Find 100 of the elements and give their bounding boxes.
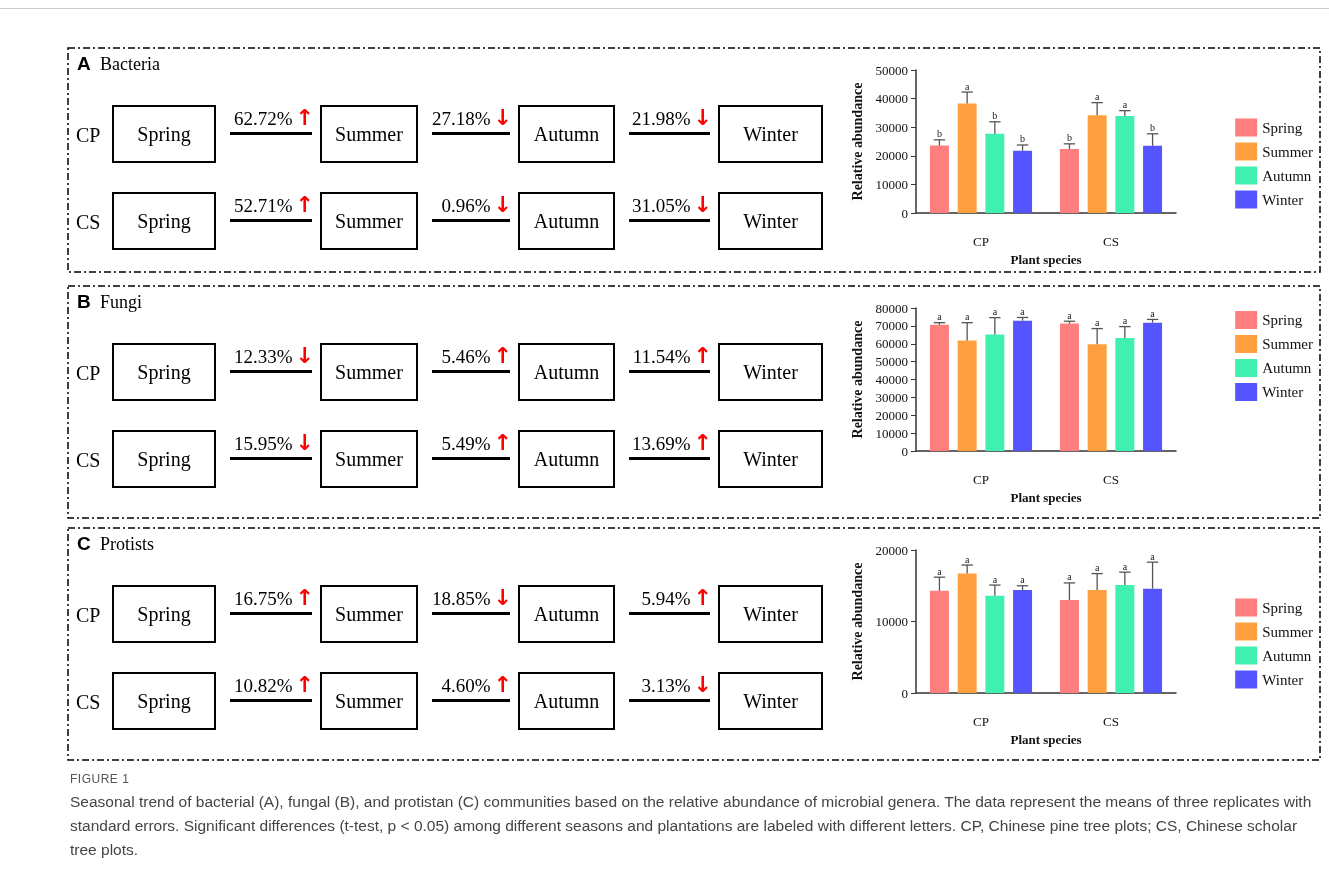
y-tick-label: 30000 — [875, 389, 908, 405]
y-tick-label: 0 — [901, 205, 908, 221]
text: CP — [76, 604, 101, 627]
data-label: a — [964, 553, 970, 565]
text: C — [77, 533, 91, 555]
x-axis-title: Plant species — [1010, 252, 1082, 267]
bar — [957, 103, 977, 214]
y-tick-label: 20000 — [875, 407, 908, 423]
data-label: 3.13%↓ — [640, 672, 712, 697]
data-label: a — [1094, 317, 1100, 329]
box: Spring — [112, 585, 216, 643]
data-label: a — [1122, 560, 1128, 572]
data-label: 10.82%↑ — [233, 672, 314, 697]
bar — [1059, 148, 1079, 214]
box: Winter — [718, 430, 823, 488]
bar — [1143, 588, 1163, 694]
bar — [1115, 338, 1135, 452]
data-label: a — [937, 565, 943, 577]
data-label: a — [992, 306, 998, 318]
data-label: 4.60%↑ — [440, 672, 512, 697]
text: CS — [76, 449, 101, 472]
box: Autumn — [518, 105, 615, 163]
y-axis-title: Relative abundance — [849, 82, 865, 201]
text: CS — [76, 691, 101, 714]
data-label: b — [936, 128, 942, 140]
data-label: b — [1020, 133, 1026, 145]
data-label: a — [964, 311, 970, 323]
bar — [1013, 150, 1033, 214]
bar — [985, 334, 1005, 452]
legend-label: Winter — [1262, 384, 1304, 400]
bar — [1115, 116, 1135, 214]
box: Autumn — [518, 672, 615, 730]
data-label: a — [1122, 99, 1128, 111]
legend-label: Spring — [1262, 599, 1303, 616]
legend-label: Spring — [1262, 119, 1303, 136]
box: Autumn — [518, 430, 615, 488]
text: CS — [76, 211, 101, 234]
data-label: 0.96%↓ — [440, 192, 512, 217]
bar — [985, 133, 1005, 214]
legend-label: Summer — [1262, 336, 1314, 352]
data-label: b — [1066, 132, 1072, 144]
data-label: a — [1020, 305, 1026, 317]
bar — [1013, 320, 1033, 452]
text: FIGURE 1 — [70, 772, 131, 786]
y-tick-label: 30000 — [875, 119, 908, 135]
bar — [1059, 323, 1079, 452]
box: Autumn — [518, 192, 615, 250]
y-tick-label: 70000 — [875, 318, 908, 334]
box: Winter — [718, 105, 823, 163]
bar — [1059, 600, 1079, 694]
data-label: 5.49%↑ — [440, 430, 512, 455]
legend-label: Winter — [1262, 191, 1304, 208]
legend-label: Summer — [1262, 623, 1314, 640]
data-label: a — [1067, 309, 1073, 321]
text: CP — [76, 124, 101, 147]
bar — [1115, 585, 1135, 694]
legend-label: Autumn — [1262, 647, 1312, 664]
y-tick-label: 40000 — [875, 91, 908, 107]
box: Winter — [718, 585, 823, 643]
data-label: 11.54%↑ — [631, 343, 712, 368]
bar — [1143, 145, 1163, 214]
data-label: a — [1067, 571, 1073, 583]
y-tick-label: 10000 — [875, 614, 908, 630]
text: CP — [76, 362, 101, 385]
text: Seasonal trend of bacterial (A), fungal (B), and protistan (C) communities based on the relative abundance of microbial genera. The data represent the means of three replicates with standard errors. Significant differences (t-test, p < 0.05) among different seasons and plantations are labeled with different letters. CP, Chinese pine tree plots; CS, Chinese scholar tree plots. — [70, 792, 1313, 860]
data-label: 21.98%↓ — [631, 105, 712, 130]
legend-label: Summer — [1262, 143, 1314, 160]
data-label: 52.71%↑ — [233, 192, 314, 217]
data-label: 31.05%↓ — [631, 192, 712, 217]
data-label: a — [1150, 550, 1156, 562]
box: Summer — [320, 585, 418, 643]
data-label: a — [1150, 307, 1156, 319]
data-label: 13.69%↑ — [631, 430, 712, 455]
x-axis-title: Plant species — [1010, 732, 1082, 747]
y-axis-title: Relative abundance — [849, 562, 865, 681]
y-tick-label: 0 — [901, 443, 908, 459]
box: Spring — [112, 430, 216, 488]
data-label: a — [1094, 91, 1100, 103]
bar — [1143, 322, 1163, 452]
bar — [1087, 115, 1107, 214]
box: Winter — [718, 192, 823, 250]
box: Spring — [112, 672, 216, 730]
y-tick-label: 40000 — [875, 372, 908, 388]
y-tick-label: 60000 — [875, 336, 908, 352]
data-label: a — [1122, 315, 1128, 327]
y-tick-label: 50000 — [875, 354, 908, 370]
bar — [1013, 590, 1033, 694]
legend-label: Autumn — [1262, 167, 1312, 184]
y-axis-title: Relative abundance — [849, 320, 865, 439]
data-label: 27.18%↓ — [431, 105, 512, 130]
box: Winter — [718, 672, 823, 730]
bar — [957, 340, 977, 452]
y-tick-label: 80000 — [875, 300, 908, 316]
text: Protists — [100, 534, 155, 555]
bar — [929, 590, 949, 694]
box: Spring — [112, 192, 216, 250]
box: Autumn — [518, 585, 615, 643]
data-label: a — [1020, 574, 1026, 586]
data-label: a — [937, 311, 943, 323]
x-axis-title: Plant species — [1010, 490, 1082, 505]
